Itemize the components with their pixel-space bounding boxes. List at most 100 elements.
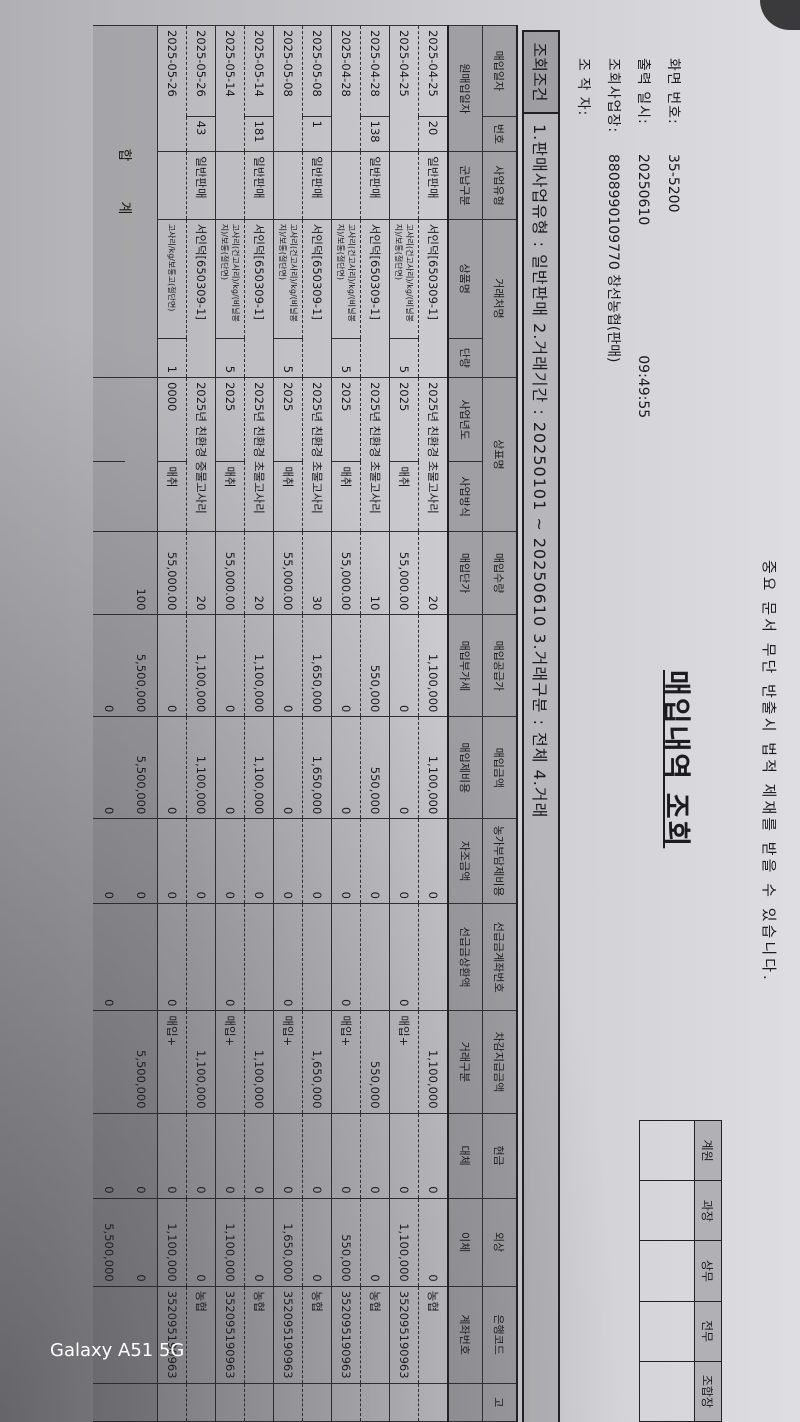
- table-cell: [331, 1383, 361, 1422]
- table-cell: 1,100,000: [186, 614, 216, 717]
- table-cell: 2025: [215, 377, 245, 462]
- table-cell: 0: [331, 1113, 361, 1199]
- total-cell: [93, 377, 125, 462]
- total-cell: [93, 531, 125, 615]
- table-cell: 2025-04-28: [360, 25, 390, 117]
- table-cell: 0: [273, 818, 303, 904]
- table-cell: 2025-05-14: [215, 25, 245, 152]
- table-cell: 550,000: [360, 716, 390, 819]
- table-cell: 서인덕[650309-1]: [302, 219, 332, 378]
- page-title: 매입내역 조회: [660, 670, 693, 849]
- table-cell: 5: [273, 338, 303, 378]
- table-cell: 농협: [186, 1286, 216, 1384]
- table-cell: 농협: [418, 1286, 448, 1384]
- table-cell: 0: [302, 818, 332, 904]
- print-date: 20250610: [635, 154, 651, 226]
- total-cell: [125, 377, 158, 532]
- approval-sign-cell: [639, 1180, 695, 1241]
- table-cell: 고사리(건고사리)/kg/(비닐봉지)/보통(절단면): [215, 219, 245, 339]
- approval-sign-cell: [639, 1240, 695, 1302]
- table-cell: 고사리(건고사리)/kg/(비닐봉지)/보통(절단면): [273, 219, 303, 339]
- table-cell: 1,650,000: [302, 716, 332, 819]
- column-header: 번호: [482, 116, 517, 152]
- table-cell: 30: [302, 531, 332, 615]
- table-cell: 0: [215, 818, 245, 904]
- table-cell: 0: [360, 1113, 390, 1199]
- table-cell: 0: [273, 716, 303, 819]
- table-cell: 매입+: [157, 1010, 187, 1114]
- table-cell: [360, 1383, 390, 1422]
- table-cell: 55,000.00: [157, 531, 187, 615]
- table-row: 2025-04-25 고사리(건고사리)/kg/(비닐봉지)/보통(절단면) 5 20…: [389, 25, 419, 1422]
- total-cell: 0: [125, 1113, 158, 1199]
- table-cell: 43: [186, 116, 216, 152]
- table-cell: 매취: [331, 461, 361, 532]
- column-header: 사업년도: [448, 377, 483, 462]
- table-cell: [360, 903, 390, 1011]
- total-cell: 5,500,000: [125, 1010, 158, 1114]
- table-cell: 0: [215, 903, 245, 1011]
- query-conditions-label: 조회조건: [524, 32, 558, 114]
- table-cell: 서인덕[650309-1]: [186, 219, 216, 378]
- table-cell: 2025: [273, 377, 303, 462]
- table-cell: 1,100,000: [215, 1198, 245, 1287]
- table-cell: 매취: [273, 461, 303, 532]
- column-header: 매입일자: [482, 25, 517, 117]
- table-cell: [157, 151, 187, 220]
- table-cell: [302, 903, 332, 1011]
- table-cell: 2025년 친환경 초물고사리: [302, 377, 332, 532]
- table-cell: 550,000: [360, 1010, 390, 1114]
- column-header: 현금: [482, 1113, 517, 1199]
- table-cell: 1,650,000: [302, 1010, 332, 1114]
- total-cell: 100: [125, 531, 158, 615]
- total-cell: 5,500,000: [125, 614, 158, 717]
- table-row: 2025-05-14 고사리(건고사리)/kg/(비닐봉지)/보통(절단면) 5 20…: [215, 25, 245, 1422]
- table-cell: [389, 151, 419, 220]
- table-cell: 0: [244, 1113, 274, 1199]
- confidentiality-warning: 중요 문서 무단 반출시 법적 제재를 받을 수 있습니다.: [760, 560, 778, 983]
- print-time: 09:49:55: [635, 355, 651, 419]
- table-cell: 0: [418, 1198, 448, 1287]
- approval-sign-cell: [639, 1120, 695, 1181]
- total-cell: 0: [125, 818, 158, 904]
- table-cell: 고사리/kg/보통고(절단면): [157, 219, 187, 339]
- table-cell: 농협: [302, 1286, 332, 1384]
- table-cell: [418, 903, 448, 1011]
- table-cell: 농협: [360, 1286, 390, 1384]
- table-cell: 서인덕[650309-1]: [360, 219, 390, 378]
- table-cell: [215, 1383, 245, 1422]
- table-row: 2025-05-08 고사리(건고사리)/kg/(비닐봉지)/보통(절단면) 5 20…: [273, 25, 303, 1422]
- table-cell: 352095190963: [389, 1286, 419, 1384]
- approval-sign-cell: [639, 1301, 695, 1362]
- table-cell: 10: [360, 531, 390, 615]
- table-cell: 2025-05-26: [186, 25, 216, 117]
- table-cell: [157, 1383, 187, 1422]
- table-cell: 2025-05-08: [273, 25, 303, 152]
- table-cell: 0: [331, 818, 361, 904]
- table-cell: 서인덕[650309-1]: [418, 219, 448, 378]
- branch: 8808990109770 창선농협(판매): [605, 154, 621, 363]
- table-cell: 181: [244, 116, 274, 152]
- table-cell: 0: [186, 818, 216, 904]
- table-cell: [215, 151, 245, 220]
- table-row: 2025-05-26 43 일반판매 서인덕[650309-1] 2025년 친환경 중…: [186, 25, 216, 1422]
- table-cell: 5: [389, 338, 419, 378]
- table-cell: 0: [157, 614, 187, 717]
- column-header: 매입단가: [448, 531, 483, 615]
- screen-no-label: 화면 번호:: [665, 58, 681, 125]
- table-cell: 2025: [389, 377, 419, 462]
- table-cell: [273, 151, 303, 220]
- table-cell: 2025-04-28: [331, 25, 361, 152]
- table-cell: [273, 1383, 303, 1422]
- column-header: 사업유형: [482, 151, 517, 220]
- table-cell: 20: [244, 531, 274, 615]
- operator-label: 조 작 자:: [575, 58, 591, 117]
- table-cell: 0: [273, 614, 303, 717]
- table-cell: 2025년 친환경 초물고사리: [244, 377, 274, 532]
- table-cell: 2025-05-14: [244, 25, 274, 117]
- table-cell: 0: [331, 716, 361, 819]
- table-cell: 0: [186, 1113, 216, 1199]
- table-cell: 매입+: [273, 1010, 303, 1114]
- table-cell: 0: [244, 818, 274, 904]
- total-cell: [93, 1010, 125, 1114]
